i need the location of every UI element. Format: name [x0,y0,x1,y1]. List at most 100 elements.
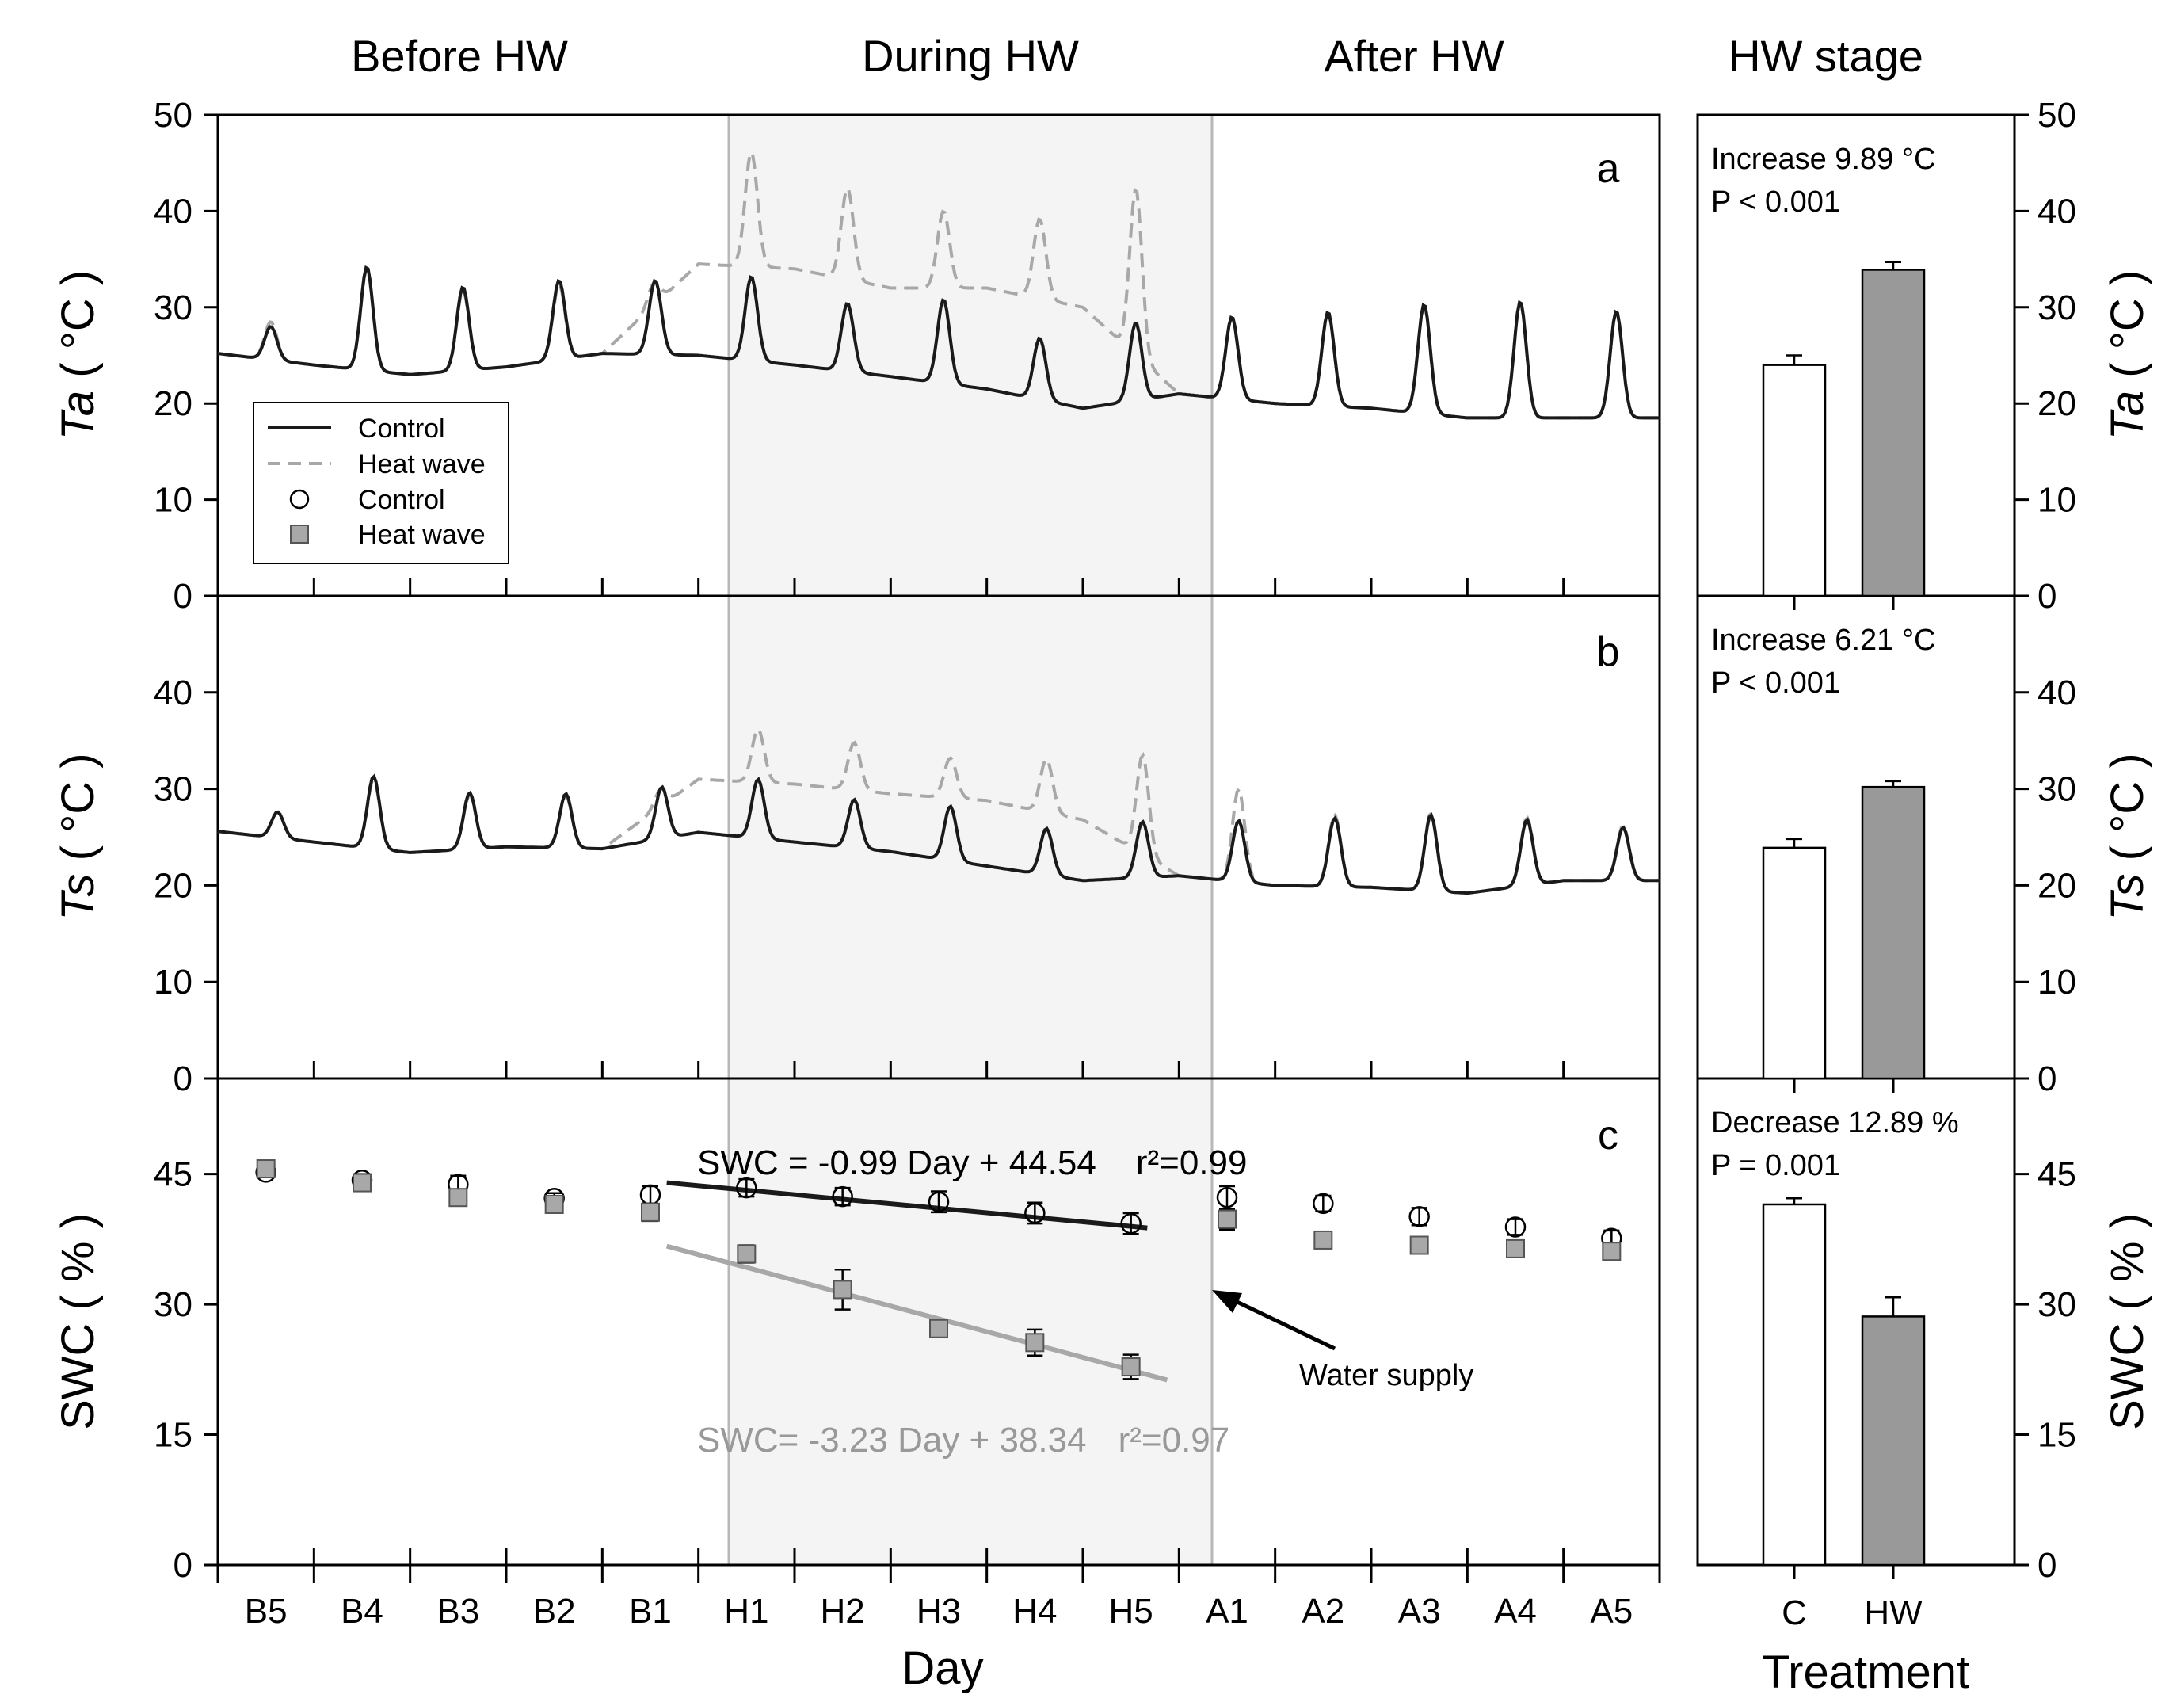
water-supply-arrowhead [1212,1290,1242,1313]
point-heatwave [448,1188,468,1208]
equation-control: SWC = -0.99 Day + 44.54 r²=0.99 [697,1143,1247,1182]
bar-c-c [1762,1203,1827,1567]
series-a-control [217,265,1660,420]
y-tick-label-b: 0 [173,1059,192,1098]
x-tick-label-A5: A5 [1590,1592,1633,1631]
bar-x-tick-label-hw: HW [1864,1593,1923,1632]
bar-panels-content: 0 10 20 30 40 50 0 10 20 30 40 0 15 30 45 Increase 9.89… [1711,96,2076,1632]
point-heatwave [1218,1209,1237,1229]
point-heatwave [1602,1242,1622,1261]
x-tick-label-A2: A2 [1302,1592,1344,1631]
x-tick-label-A1: A1 [1206,1592,1248,1631]
y-tick-label-a: 10 [154,481,192,520]
legend-label-point-heatwave: Heat wave [358,520,486,550]
point-heatwave [641,1202,660,1222]
bar-y-tick-label-c: 0 [2037,1546,2056,1585]
point-heatwave [1409,1235,1429,1255]
y-tick-label-c: 30 [154,1285,192,1324]
bar-b-hw [1861,785,1926,1080]
x-tick-label-A3: A3 [1398,1592,1441,1631]
point-heatwave [353,1173,372,1193]
point-heatwave [833,1280,852,1300]
bar-c-stat-text: Decrease 12.89 % [1711,1106,1959,1139]
bar-y-tick-label-a: 40 [2037,192,2076,231]
point-control [736,1177,757,1199]
y-tick-label-c: 45 [154,1155,192,1194]
bar-y-tick-label-c: 45 [2037,1155,2076,1194]
bar-a-stat-text: Increase 9.89 °C [1711,143,1935,176]
x-tick-label-B1: B1 [629,1592,672,1631]
bar-y-tick-label-b: 40 [2037,674,2076,712]
heatwave-shade [727,113,1214,1567]
point-control [832,1185,853,1208]
bar-y-tick-label-c: 30 [2037,1285,2076,1324]
bar-a-hw [1861,269,1926,597]
y-tick-label-c: 0 [173,1546,192,1585]
point-heatwave [929,1319,948,1338]
point-heatwave [737,1244,757,1264]
bar-y-tick-label-a: 30 [2037,288,2076,327]
x-tick-label-H4: H4 [1012,1592,1057,1631]
bar-a-p-text: P < 0.001 [1711,185,1840,219]
panel-a-series [217,150,1660,420]
point-heatwave [256,1159,276,1179]
bar-panel-b-ylabel: Ts ( °C ) [2102,753,2153,920]
bar-b-stat-text: Increase 6.21 °C [1711,624,1935,657]
bar-y-tick-label-a: 50 [2037,96,2076,135]
x-tick-label-H1: H1 [724,1592,768,1631]
x-tick-label-A4: A4 [1494,1592,1537,1631]
bar-b-c [1762,846,1827,1080]
bar-panel-c-frame [1696,1077,2016,1567]
point-control [1216,1186,1238,1208]
water-supply-label: Water supply [1299,1359,1473,1392]
panel-b-letter: b [1597,629,1620,675]
bar-y-tick-label-b: 30 [2037,770,2076,809]
bar-c-hw [1861,1315,1926,1567]
bar-y-tick-label-a: 10 [2037,481,2076,520]
panel-c-frame [216,1077,1661,1567]
y-tick-label-b: 40 [154,674,192,712]
x-tick-label-B2: B2 [533,1592,576,1631]
bar-y-tick-label-b: 20 [2037,866,2076,905]
x-tick-label-B3: B3 [436,1592,479,1631]
bar-a-c [1762,364,1827,597]
y-tick-label-a: 50 [154,96,192,135]
legend-marker-control [289,489,310,510]
point-control [1024,1202,1046,1224]
y-tick-label-c: 15 [154,1416,192,1455]
stage-label-hw: HW stage [1729,31,1923,81]
bar-y-tick-label-b: 0 [2037,1059,2056,1098]
bar-y-tick-label-a: 0 [2037,577,2056,616]
point-heatwave [544,1194,564,1214]
legend-label-line-heatwave: Heat wave [358,449,486,479]
point-control [1408,1206,1430,1227]
point-heatwave [1121,1357,1141,1377]
y-tick-label-a: 20 [154,384,192,423]
bar-c-p-text: P = 0.001 [1711,1149,1840,1182]
x-tick-label-B4: B4 [341,1592,383,1631]
panel-c-letter: c [1598,1113,1618,1158]
water-supply-arrow [1222,1293,1336,1351]
legend-label-point-control: Control [358,485,445,515]
panel-c-series [255,1159,1622,1383]
x-tick-label-B5: B5 [245,1592,288,1631]
point-heatwave [1025,1333,1045,1353]
point-control [1313,1193,1334,1215]
bar-b-p-text: P < 0.001 [1711,666,1840,700]
point-heatwave [1313,1230,1333,1250]
legend-marker-heatwave [290,525,309,544]
panel-b-ylabel: Ts ( °C ) [52,753,104,920]
bar-x-axis-label: Treatment [1762,1647,1969,1698]
y-tick-label-b: 10 [154,963,192,1002]
bar-y-tick-label-b: 10 [2037,963,2076,1002]
bar-y-tick-label-a: 20 [2037,384,2076,423]
y-tick-label-b: 20 [154,866,192,905]
point-control [1120,1212,1142,1235]
point-control [928,1191,950,1212]
y-tick-label-b: 30 [154,770,192,809]
panel-a-letter: a [1597,146,1620,192]
point-heatwave [1506,1238,1525,1258]
legend-label-line-control: Control [358,414,445,444]
bar-panel-c-ylabel: SWC ( % ) [2102,1213,2153,1430]
